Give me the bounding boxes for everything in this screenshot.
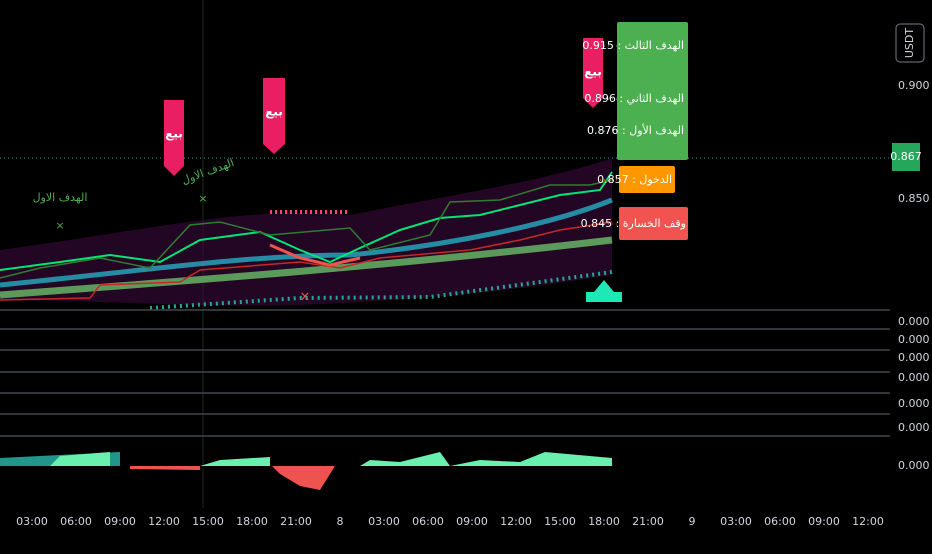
time-label: 12:00 [500,515,532,528]
pane-value: 0.000 [898,315,930,328]
entry-label: الدخول : 0.857 [597,173,672,186]
time-label: 15:00 [192,515,224,528]
target-lines [600,45,617,132]
histogram-negative [272,466,335,490]
cross-mark: × [198,192,207,205]
histogram-positive [360,452,450,466]
buy-signal [586,280,622,302]
pane-value: 0.000 [898,371,930,384]
time-label: 9 [689,515,696,528]
time-label: 15:00 [544,515,576,528]
pane-value: 0.000 [898,421,930,434]
cross-mark: × [55,219,64,232]
histogram-positive [50,452,110,466]
cross-mark: × [300,290,311,305]
time-label: 8 [337,515,344,528]
time-label: 03:00 [16,515,48,528]
target-label: الهدف الثالث : 0.915 [582,39,684,52]
time-label: 09:00 [456,515,488,528]
time-label: 06:00 [412,515,444,528]
channel-upper [0,179,613,279]
histogram-positive [450,452,612,466]
targets-box [617,22,688,160]
histogram-negative [130,466,200,470]
pane-value: 0.000 [898,397,930,410]
bear-segment [269,243,361,267]
time-label: 18:00 [236,515,268,528]
time-label: 12:00 [148,515,180,528]
time-label: 21:00 [280,515,312,528]
currency-button[interactable] [895,23,925,63]
price-label: 0.900 [898,79,930,92]
price-line-main [0,171,613,271]
pane-value: 0.000 [898,351,930,364]
time-label: 03:00 [368,515,400,528]
time-label: 06:00 [60,515,92,528]
ribbon [0,197,613,288]
stop-box [619,207,688,240]
time-label: 09:00 [104,515,136,528]
annotation: الهدف الاول [33,191,88,204]
time-label: 21:00 [632,515,664,528]
target-label: الهدف الأول : 0.876 [587,123,684,137]
stop-label: وقف الخسارة : 0.845 [581,217,686,230]
time-label: 06:00 [764,515,796,528]
price-label: 0.850 [898,192,930,205]
support-dots [149,270,613,310]
time-label: 03:00 [720,515,752,528]
current-price: 0.867 [890,150,922,163]
entry-box [619,166,675,193]
time-label: 12:00 [852,515,884,528]
pane-value: 0.000 [898,459,930,472]
sell-label: بيع [165,127,183,141]
sell-signal: بيع [263,78,285,154]
pane-value: 0.000 [898,333,930,346]
sell-signal: بيع [164,100,184,176]
time-label: 09:00 [808,515,840,528]
sell-label: بيع [265,105,283,119]
time-label: 18:00 [588,515,620,528]
channel-lower [0,221,613,301]
pane-separators [0,309,890,437]
sell-label: بيع [584,65,602,79]
trend-band [0,236,613,299]
histogram-positive [200,457,270,466]
target-label: الهدف الثاني : 0.896 [584,92,684,105]
currency: USDT [903,28,916,59]
sell-signal: بيع [583,38,603,108]
current-price-box [892,143,920,171]
